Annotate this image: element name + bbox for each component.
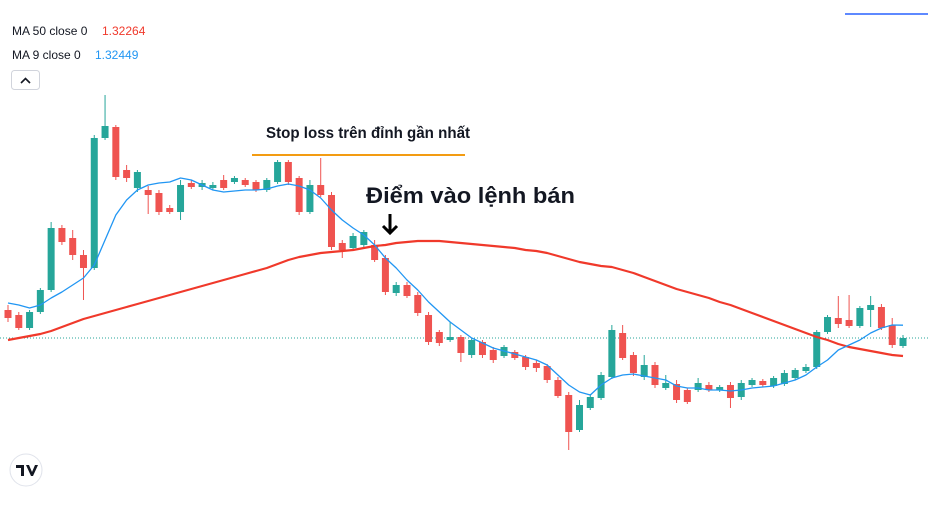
candle-body <box>522 357 530 367</box>
candle-body <box>565 395 573 432</box>
candle-body <box>69 238 77 255</box>
candle-body <box>15 315 23 328</box>
candle-body <box>619 333 627 358</box>
candle-body <box>867 305 875 310</box>
candle-body <box>112 127 120 177</box>
candle-body <box>230 178 238 182</box>
candle-body <box>576 405 584 430</box>
candle-body <box>403 285 411 296</box>
candle-body <box>705 385 713 390</box>
candle-body <box>662 383 670 388</box>
candle-body <box>834 318 842 324</box>
candle-body <box>166 208 174 212</box>
legend-name: MA 9 close 0 <box>12 48 81 62</box>
candle-body <box>209 185 217 188</box>
candle-body <box>683 390 691 402</box>
candle-body <box>155 193 163 212</box>
candle-body <box>511 352 519 358</box>
candle-body <box>813 332 821 367</box>
annotation: Điểm vào lệnh bán <box>366 183 575 208</box>
ma-line <box>7 239 904 358</box>
candle-body <box>220 180 228 188</box>
candle-body <box>79 255 87 268</box>
candle-body <box>478 342 486 355</box>
candle-body <box>877 307 885 328</box>
arrow <box>381 214 399 236</box>
candle-body <box>327 195 335 247</box>
candle-body <box>133 172 141 188</box>
candle-body <box>586 397 594 408</box>
candle-body <box>780 373 788 384</box>
ma-line <box>7 177 904 396</box>
candle-body <box>673 384 681 400</box>
candle-body <box>640 365 648 377</box>
candle-body <box>90 138 98 268</box>
candle-body <box>4 310 12 318</box>
candle-body <box>899 338 907 346</box>
candle-body <box>716 387 724 390</box>
candle-body <box>802 367 810 371</box>
candle-body <box>306 185 314 212</box>
candle-body <box>425 315 433 342</box>
candle-body <box>295 178 303 212</box>
candle-body <box>360 232 368 245</box>
legend-value: 1.32449 <box>95 48 139 62</box>
candle-body <box>414 295 422 313</box>
candle-body <box>608 330 616 377</box>
candle-body <box>274 162 282 182</box>
candle-body <box>338 243 346 250</box>
candle-body <box>694 383 702 390</box>
candle-body <box>26 312 34 328</box>
collapse-button[interactable] <box>11 70 40 90</box>
plot <box>0 95 928 450</box>
candle-body <box>187 183 195 187</box>
legend-value: 1.32264 <box>102 24 146 38</box>
candle-body <box>177 185 185 212</box>
candle-body <box>317 185 325 195</box>
candle-body <box>144 190 152 195</box>
candle-body <box>770 378 778 386</box>
candle-body <box>629 355 637 373</box>
candle-body <box>468 340 476 355</box>
candle-body <box>435 332 443 343</box>
candle-body <box>349 236 357 248</box>
candle-body <box>759 381 767 385</box>
candle-body <box>58 228 66 242</box>
candle-body <box>543 366 551 380</box>
candle-body <box>845 320 853 326</box>
candle-body <box>284 162 292 182</box>
candle-body <box>371 245 379 260</box>
candle-body <box>532 363 540 368</box>
candle-body <box>47 228 55 290</box>
candle-body <box>554 380 562 396</box>
legend-name: MA 50 close 0 <box>12 24 88 38</box>
candle-body <box>36 290 44 312</box>
logo[interactable] <box>9 453 43 487</box>
annotation: Stop loss trên đỉnh gần nhất <box>266 125 471 142</box>
candle-body <box>597 375 605 398</box>
candle-body <box>123 170 131 178</box>
candle-body <box>651 365 659 385</box>
candle-body <box>791 370 799 378</box>
candle-body <box>381 258 389 292</box>
candle-body <box>392 285 400 293</box>
candle-body <box>824 317 832 332</box>
candle-body <box>457 337 465 353</box>
candle-body <box>856 308 864 326</box>
candle-body <box>101 126 109 138</box>
candle-body <box>888 325 896 345</box>
candle-body <box>748 380 756 385</box>
candle-body <box>446 337 454 340</box>
candle-body <box>263 180 271 190</box>
candle-body <box>241 180 249 185</box>
candle-body <box>252 182 260 190</box>
candle-body <box>489 350 497 360</box>
